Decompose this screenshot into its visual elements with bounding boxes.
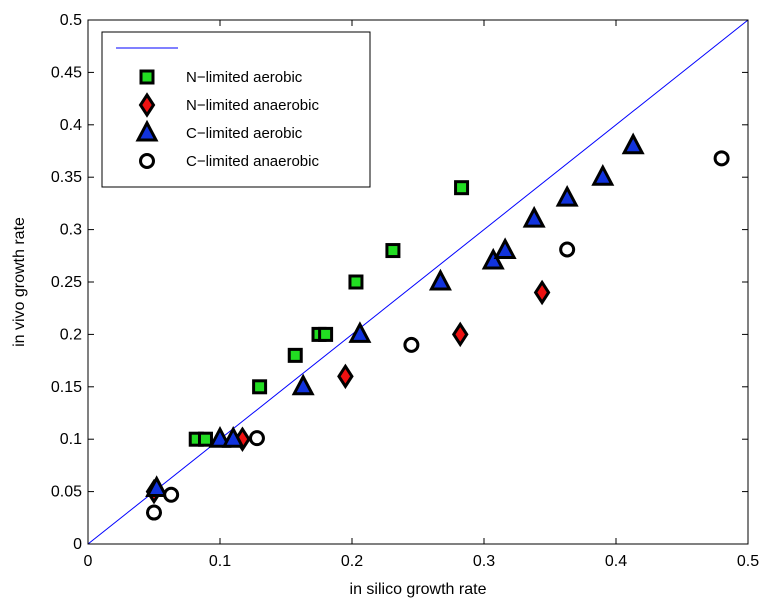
data-point-triangle <box>591 163 615 186</box>
data-point-triangle <box>493 237 517 260</box>
data-point-circle <box>559 241 576 258</box>
data-point-triangle <box>291 373 315 396</box>
data-point-triangle <box>208 425 232 448</box>
data-point-triangle <box>348 321 372 343</box>
axis-ticks: 0 0.1 0.2 0.3 0.4 0.5 0 0.05 0.1 0.15 0.2 0.25 0.3 0.… <box>51 12 759 570</box>
series-triangle <box>145 132 645 497</box>
y-tick-label: 0.5 <box>60 12 82 29</box>
data-point-diamond <box>337 363 354 390</box>
data-point-triangle <box>522 205 546 228</box>
legend-label: C−limited anaerobic <box>186 153 319 170</box>
series-circle <box>146 150 730 521</box>
y-tick-label: 0 <box>73 536 82 553</box>
data-point-square <box>197 431 213 447</box>
data-point-square <box>348 274 364 290</box>
legend-marker-circle <box>139 153 155 169</box>
legend-label: N−limited anaerobic <box>186 97 319 114</box>
y-tick-label: 0.35 <box>51 169 82 186</box>
y-tick-label: 0.45 <box>51 64 82 81</box>
legend-marker-diamond <box>138 92 156 118</box>
y-axis-label: in vivo growth rate <box>11 217 28 347</box>
data-point-triangle <box>221 425 245 448</box>
x-tick-label: 0.2 <box>341 553 363 570</box>
y-tick-label: 0.1 <box>60 431 82 448</box>
x-tick-label: 0.1 <box>209 553 231 570</box>
plot-frame <box>87 19 749 545</box>
data-point-circle <box>403 336 420 353</box>
legend-marker-square <box>139 69 155 85</box>
data-points <box>145 132 730 521</box>
data-point-square <box>385 243 401 259</box>
y-tick-label: 0.05 <box>51 484 82 501</box>
legend-label: N−limited aerobic <box>186 69 303 86</box>
data-point-square <box>318 326 334 342</box>
data-point-circle <box>713 150 730 167</box>
y-tick-label: 0.25 <box>51 274 82 291</box>
data-point-triangle <box>621 132 645 155</box>
x-tick-label: 0.3 <box>473 553 495 570</box>
data-point-circle <box>146 504 162 521</box>
data-point-triangle <box>145 475 169 497</box>
data-point-circle <box>248 430 265 447</box>
series-square <box>188 180 470 447</box>
x-tick-label: 0.5 <box>737 553 759 570</box>
y-tick-label: 0.15 <box>51 379 82 396</box>
y-tick-label: 0.3 <box>60 222 82 239</box>
x-axis-label: in silico growth rate <box>350 581 487 598</box>
data-point-square <box>252 379 268 395</box>
legend: N−limited aerobic N−limited anaerobic C−li… <box>101 31 371 188</box>
data-point-triangle <box>481 247 505 270</box>
data-point-square <box>287 347 303 363</box>
y-tick-label: 0.2 <box>60 326 82 343</box>
data-point-circle <box>163 486 180 503</box>
legend-label: C−limited aerobic <box>186 125 303 142</box>
y-tick-label: 0.4 <box>60 117 82 134</box>
data-point-triangle <box>428 268 452 291</box>
x-tick-label: 0.4 <box>605 553 627 570</box>
data-point-diamond <box>451 321 469 348</box>
reference-line <box>87 19 749 545</box>
data-point-diamond <box>533 279 551 306</box>
x-tick-label: 0 <box>84 553 93 570</box>
data-point-square <box>454 180 470 196</box>
data-point-triangle <box>555 184 579 207</box>
legend-marker-triangle <box>135 119 159 142</box>
